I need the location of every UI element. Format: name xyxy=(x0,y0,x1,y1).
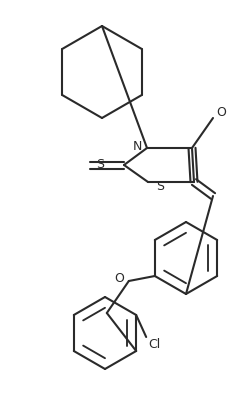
Text: N: N xyxy=(132,139,142,152)
Text: O: O xyxy=(216,107,226,120)
Text: O: O xyxy=(114,273,124,286)
Text: Cl: Cl xyxy=(148,339,160,351)
Text: S: S xyxy=(96,158,104,172)
Text: S: S xyxy=(156,181,164,194)
